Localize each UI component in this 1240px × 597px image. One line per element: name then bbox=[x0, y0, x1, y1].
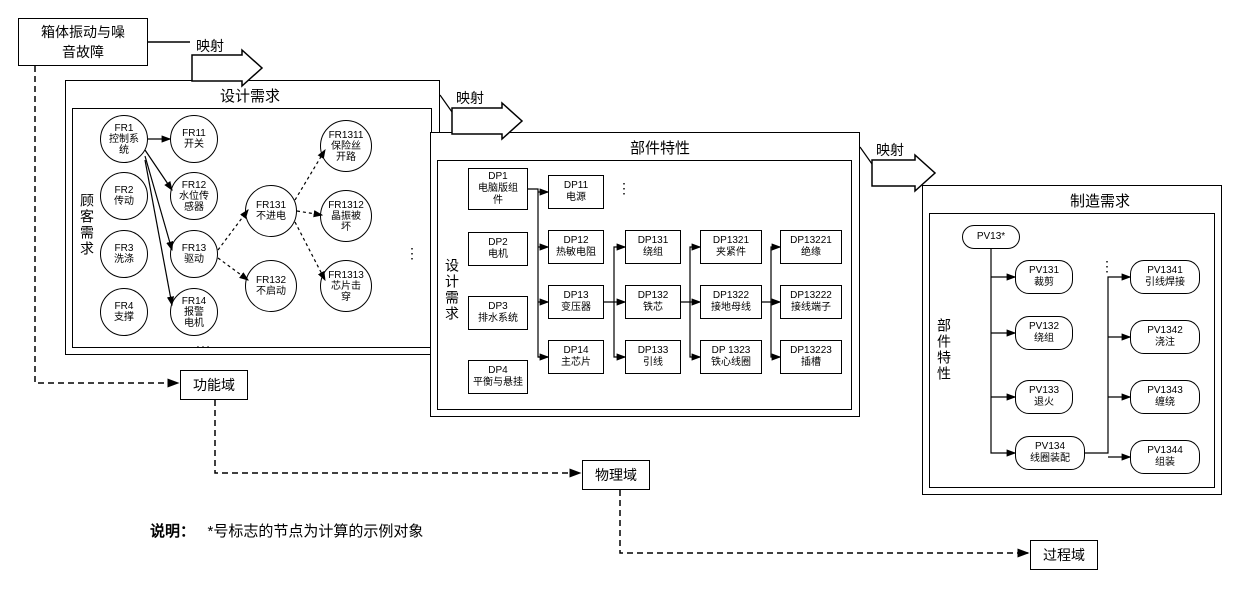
proc-vdots: ⋮ bbox=[1100, 258, 1114, 275]
fr3: FR3洗涤 bbox=[100, 230, 148, 278]
pv1342: PV1342浇注 bbox=[1130, 320, 1200, 354]
dp1: DP1电脑版组件 bbox=[468, 168, 528, 210]
dp131: DP131绕组 bbox=[625, 230, 681, 264]
fr12: FR12水位传感器 bbox=[170, 172, 218, 220]
dp4: DP4平衡与悬挂 bbox=[468, 360, 528, 394]
func-domain: 功能域 bbox=[180, 370, 248, 400]
phys-title: 部件特性 bbox=[600, 137, 720, 158]
func-side: 顾客需求 bbox=[76, 150, 98, 300]
pv131: PV131裁剪 bbox=[1015, 260, 1073, 294]
dp13223: DP13223插槽 bbox=[780, 340, 842, 374]
proc-title: 制造需求 bbox=[1040, 190, 1160, 211]
fr4: FR4支撑 bbox=[100, 288, 148, 336]
fr132: FR132不启动 bbox=[245, 260, 297, 312]
start-l2: 音故障 bbox=[62, 42, 104, 62]
pv1344: PV1344组装 bbox=[1130, 440, 1200, 474]
dp1321: DP1321夹紧件 bbox=[700, 230, 762, 264]
func-ellipsis: … bbox=[195, 335, 211, 353]
start-node: 箱体振动与噪 音故障 bbox=[18, 18, 148, 66]
dp13221: DP13221绝缘 bbox=[780, 230, 842, 264]
dp13: DP13变压器 bbox=[548, 285, 604, 319]
map-label-2: 映射 bbox=[456, 88, 484, 108]
map-label-3: 映射 bbox=[876, 140, 904, 160]
pv132: PV132绕组 bbox=[1015, 316, 1073, 350]
start-l1: 箱体振动与噪 bbox=[41, 22, 125, 42]
proc-domain: 过程域 bbox=[1030, 540, 1098, 570]
pv13: PV13* bbox=[962, 225, 1020, 249]
proc-side: 部件特性 bbox=[933, 280, 955, 420]
phys-side: 设计需求 bbox=[441, 220, 463, 360]
fr1: FR1控制系统 bbox=[100, 115, 148, 163]
dp1323: DP 1323铁心线圈 bbox=[700, 340, 762, 374]
dp133: DP133引线 bbox=[625, 340, 681, 374]
fr1312: FR1312晶振被坏 bbox=[320, 190, 372, 242]
dp3: DP3排水系统 bbox=[468, 296, 528, 330]
note: 说明： *号标志的节点为计算的示例对象 bbox=[150, 520, 423, 541]
dp14: DP14主芯片 bbox=[548, 340, 604, 374]
dp1322: DP1322接地母线 bbox=[700, 285, 762, 319]
note-text: *号标志的节点为计算的示例对象 bbox=[208, 523, 424, 540]
note-bold: 说明： bbox=[150, 523, 195, 540]
dp132: DP132铁芯 bbox=[625, 285, 681, 319]
fr14: FR14报警电机 bbox=[170, 288, 218, 336]
dp12: DP12热敏电阻 bbox=[548, 230, 604, 264]
fr2: FR2传动 bbox=[100, 172, 148, 220]
func-vdots: ⋮ bbox=[405, 245, 419, 262]
fr1311: FR1311保险丝开路 bbox=[320, 120, 372, 172]
dp11: DP11电源 bbox=[548, 175, 604, 209]
phys-vdots: ⋮ bbox=[617, 180, 631, 197]
pv1341: PV1341引线焊接 bbox=[1130, 260, 1200, 294]
fr11: FR11开关 bbox=[170, 115, 218, 163]
phys-domain: 物理域 bbox=[582, 460, 650, 490]
func-title: 设计需求 bbox=[190, 85, 310, 106]
pv134: PV134线圈装配 bbox=[1015, 436, 1085, 470]
dp13222: DP13222接线端子 bbox=[780, 285, 842, 319]
pv1343: PV1343缠绕 bbox=[1130, 380, 1200, 414]
map-label-1: 映射 bbox=[196, 36, 224, 56]
pv133: PV133退火 bbox=[1015, 380, 1073, 414]
fr131: FR131不进电 bbox=[245, 185, 297, 237]
fr13: FR13驱动 bbox=[170, 230, 218, 278]
fr1313: FR1313芯片击穿 bbox=[320, 260, 372, 312]
dp2: DP2电机 bbox=[468, 232, 528, 266]
